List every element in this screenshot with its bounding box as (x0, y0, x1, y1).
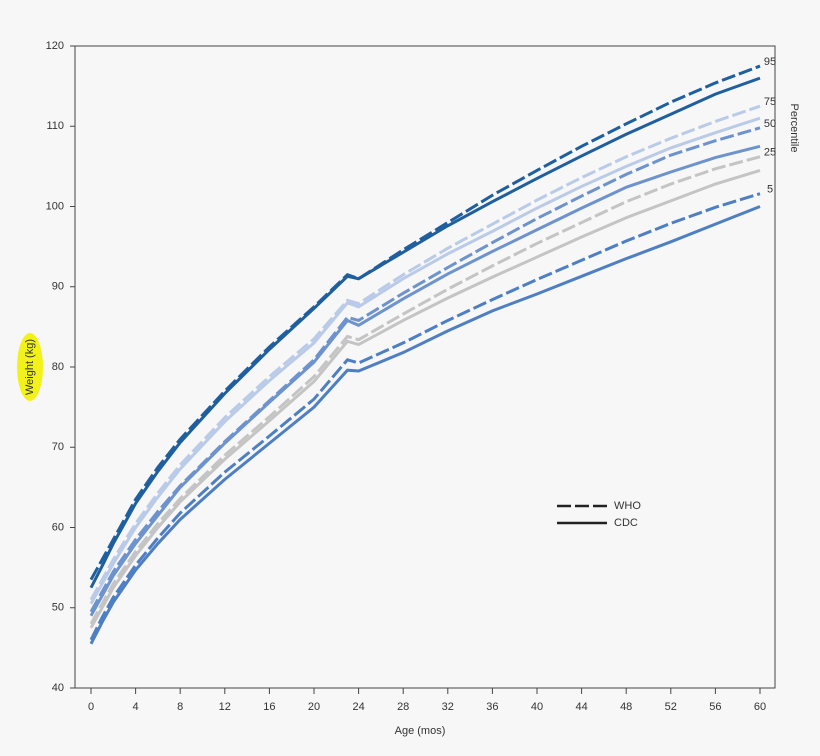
line (89, 144, 761, 617)
x-tick-label: 32 (442, 701, 454, 713)
x-tick-label: 44 (575, 701, 587, 713)
y-tick-label: 90 (52, 281, 64, 293)
x-tick-label: 24 (352, 701, 364, 713)
x-tick-label: 56 (709, 701, 721, 713)
highlight (17, 333, 43, 401)
y-tick-label: 120 (46, 40, 64, 52)
line (89, 168, 761, 629)
x-tick-label: 28 (397, 701, 409, 713)
y-tick-label: 50 (52, 602, 64, 614)
y-tick-label: 60 (52, 521, 64, 533)
y-tick-label: 110 (46, 120, 64, 132)
x-tick-label: 12 (219, 701, 231, 713)
line (89, 126, 761, 613)
percentile-tick-label: 75 (764, 96, 776, 108)
line (89, 64, 761, 581)
x-tick-label: 60 (754, 701, 766, 713)
percentile-tick-label: 50 (764, 118, 776, 130)
y-tick-label: 70 (52, 441, 64, 453)
x-tick-label: 40 (531, 701, 543, 713)
percentile-tick-label: 95 (764, 56, 776, 68)
y-axis-label: Weight (kg) (24, 339, 36, 395)
x-axis-label: Age (mos) (395, 725, 446, 737)
line (89, 116, 761, 605)
percentile-tick-label: 25 (764, 147, 776, 159)
line (89, 205, 761, 645)
percentile-label: Percentile (788, 104, 800, 153)
x-tick-label: 0 (88, 701, 94, 713)
x-tick-label: 52 (665, 701, 677, 713)
x-tick-label: 20 (308, 701, 320, 713)
y-tick-label: 80 (52, 361, 64, 373)
x-tick-label: 8 (177, 701, 183, 713)
legend-label: WHO (614, 500, 641, 512)
x-tick-label: 36 (486, 701, 498, 713)
legend-label: CDC (614, 517, 638, 529)
line (89, 155, 761, 625)
y-tick-label: 40 (52, 682, 64, 694)
x-tick-label: 16 (263, 701, 275, 713)
line (89, 104, 761, 601)
x-tick-label: 48 (620, 701, 632, 713)
y-tick-label: 100 (46, 200, 64, 212)
line (89, 192, 761, 641)
x-tick-label: 4 (133, 701, 139, 713)
percentile-tick-label: 5 (767, 184, 773, 196)
